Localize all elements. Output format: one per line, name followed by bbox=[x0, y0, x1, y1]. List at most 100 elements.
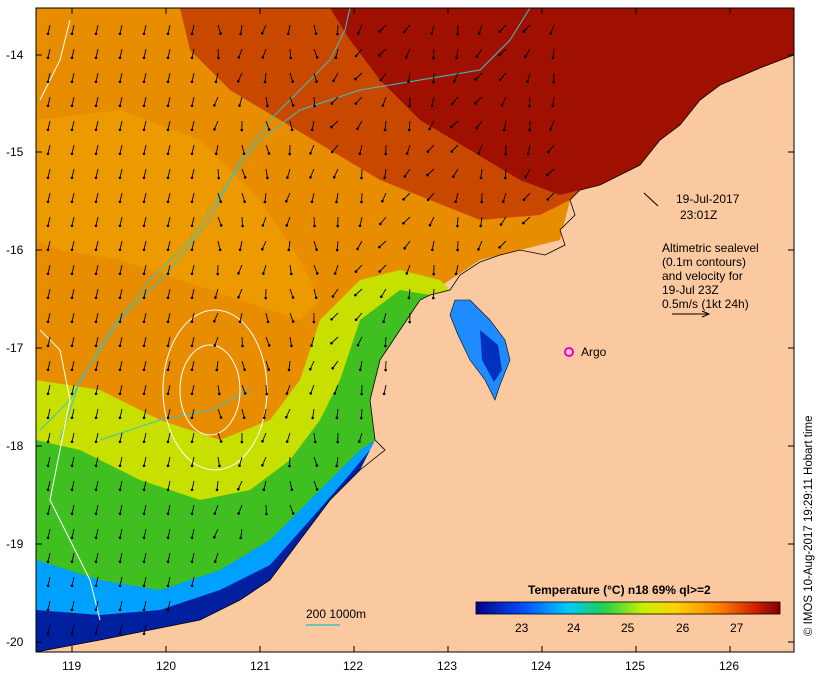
velocity-arrow bbox=[313, 24, 317, 34]
velocity-arrow bbox=[47, 528, 51, 538]
velocity-arrow bbox=[95, 240, 99, 250]
velocity-arrow bbox=[95, 456, 99, 466]
velocity-arrow bbox=[47, 264, 51, 274]
velocity-arrow bbox=[500, 216, 507, 225]
velocity-arrow bbox=[476, 48, 483, 57]
velocity-arrow-head bbox=[166, 536, 170, 540]
velocity-arrow-head bbox=[267, 344, 271, 347]
velocity-arrow bbox=[214, 336, 219, 346]
velocity-arrow-head bbox=[287, 368, 291, 372]
velocity-arrow-head bbox=[379, 79, 383, 82]
altimetry-line-1: Altimetric sealevel bbox=[662, 241, 759, 255]
velocity-arrow bbox=[288, 240, 291, 250]
velocity-arrow bbox=[331, 120, 339, 128]
velocity-arrow-head bbox=[190, 368, 194, 372]
velocity-arrow-head bbox=[238, 464, 241, 467]
velocity-arrow-head bbox=[381, 104, 385, 107]
velocity-arrow bbox=[191, 168, 195, 178]
velocity-arrow bbox=[191, 264, 195, 274]
velocity-arrow-head bbox=[70, 464, 74, 468]
velocity-arrow-head bbox=[190, 512, 194, 516]
velocity-arrow-head bbox=[70, 56, 74, 60]
velocity-arrow-head bbox=[70, 608, 74, 612]
velocity-arrow-head bbox=[522, 198, 526, 201]
pointer-line bbox=[643, 192, 659, 207]
y-tick: -20 bbox=[6, 635, 794, 649]
y-tick: -16 bbox=[6, 243, 794, 257]
x-tick-label: 119 bbox=[62, 659, 81, 673]
velocity-arrow-head bbox=[94, 392, 98, 396]
velocity-arrow bbox=[217, 168, 220, 179]
velocity-arrow-head bbox=[94, 80, 98, 84]
velocity-arrow bbox=[285, 408, 291, 418]
velocity-arrow-head bbox=[331, 366, 335, 370]
velocity-arrow-head bbox=[261, 31, 264, 35]
velocity-arrow bbox=[167, 216, 171, 226]
velocity-arrow-head bbox=[118, 584, 122, 588]
x-axis: 119 120 121 122 123 124 125 126 bbox=[62, 8, 739, 673]
velocity-arrow bbox=[286, 384, 291, 394]
velocity-arrow bbox=[71, 360, 75, 370]
velocity-arrow-head bbox=[94, 560, 98, 564]
velocity-arrow-head bbox=[142, 344, 146, 348]
velocity-arrow-head bbox=[190, 104, 194, 108]
x-tick: 120 bbox=[156, 8, 176, 673]
velocity-arrow bbox=[119, 456, 123, 466]
velocity-arrow bbox=[451, 120, 459, 128]
velocity-arrow bbox=[453, 72, 459, 82]
velocity-arrow-head bbox=[142, 128, 146, 132]
isobath-1000 bbox=[59, 8, 351, 441]
velocity-arrow bbox=[552, 96, 555, 106]
velocity-arrow bbox=[191, 216, 195, 226]
velocity-arrow-head bbox=[142, 80, 146, 84]
velocity-arrow bbox=[217, 24, 222, 34]
velocity-arrow bbox=[95, 120, 99, 130]
velocity-arrow bbox=[143, 48, 147, 58]
velocity-arrow bbox=[333, 168, 339, 178]
velocity-arrow-head bbox=[500, 103, 504, 107]
velocity-arrow-head bbox=[549, 32, 553, 35]
velocity-arrow bbox=[143, 384, 147, 394]
velocity-arrow-head bbox=[285, 440, 289, 443]
velocity-arrow bbox=[47, 600, 51, 610]
velocity-arrow bbox=[191, 48, 195, 58]
velocity-arrow bbox=[95, 24, 99, 34]
velocity-arrow-head bbox=[190, 560, 194, 564]
velocity-arrow bbox=[499, 240, 507, 248]
velocity-arrow-head bbox=[190, 296, 194, 300]
velocity-arrow bbox=[217, 384, 220, 394]
velocity-arrow-head bbox=[94, 416, 98, 420]
velocity-arrow-head bbox=[456, 32, 460, 36]
velocity-arrow bbox=[119, 360, 123, 370]
velocity-arrow bbox=[239, 312, 243, 322]
velocity-arrow-head bbox=[118, 56, 122, 60]
velocity-arrow-head bbox=[166, 368, 170, 372]
velocity-arrow-head bbox=[166, 104, 170, 108]
velocity-arrow bbox=[167, 288, 171, 298]
velocity-arrow-head bbox=[94, 152, 98, 156]
velocity-arrow-head bbox=[166, 320, 170, 324]
velocity-arrow bbox=[355, 96, 363, 104]
velocity-arrow bbox=[216, 360, 219, 370]
velocity-arrow bbox=[313, 288, 317, 298]
velocity-arrow bbox=[313, 48, 318, 58]
velocity-arrow-head bbox=[315, 248, 318, 251]
velocity-arrow bbox=[287, 24, 291, 34]
velocity-arrow bbox=[238, 288, 243, 298]
velocity-arrows bbox=[46, 24, 555, 636]
velocity-arrow-head bbox=[190, 272, 194, 276]
velocity-arrow-head bbox=[118, 296, 122, 300]
velocity-arrow bbox=[263, 408, 267, 418]
velocity-arrow bbox=[167, 480, 171, 490]
velocity-arrow bbox=[527, 72, 531, 82]
velocity-arrow bbox=[403, 24, 411, 33]
velocity-arrow-head bbox=[309, 152, 312, 155]
velocity-arrow-head bbox=[288, 152, 292, 156]
velocity-arrow bbox=[47, 240, 51, 250]
velocity-arrow bbox=[264, 192, 267, 202]
velocity-arrow bbox=[263, 480, 267, 490]
velocity-arrow bbox=[143, 456, 147, 466]
velocity-arrow bbox=[167, 192, 171, 202]
velocity-arrow bbox=[143, 168, 147, 178]
velocity-arrow bbox=[408, 72, 411, 82]
